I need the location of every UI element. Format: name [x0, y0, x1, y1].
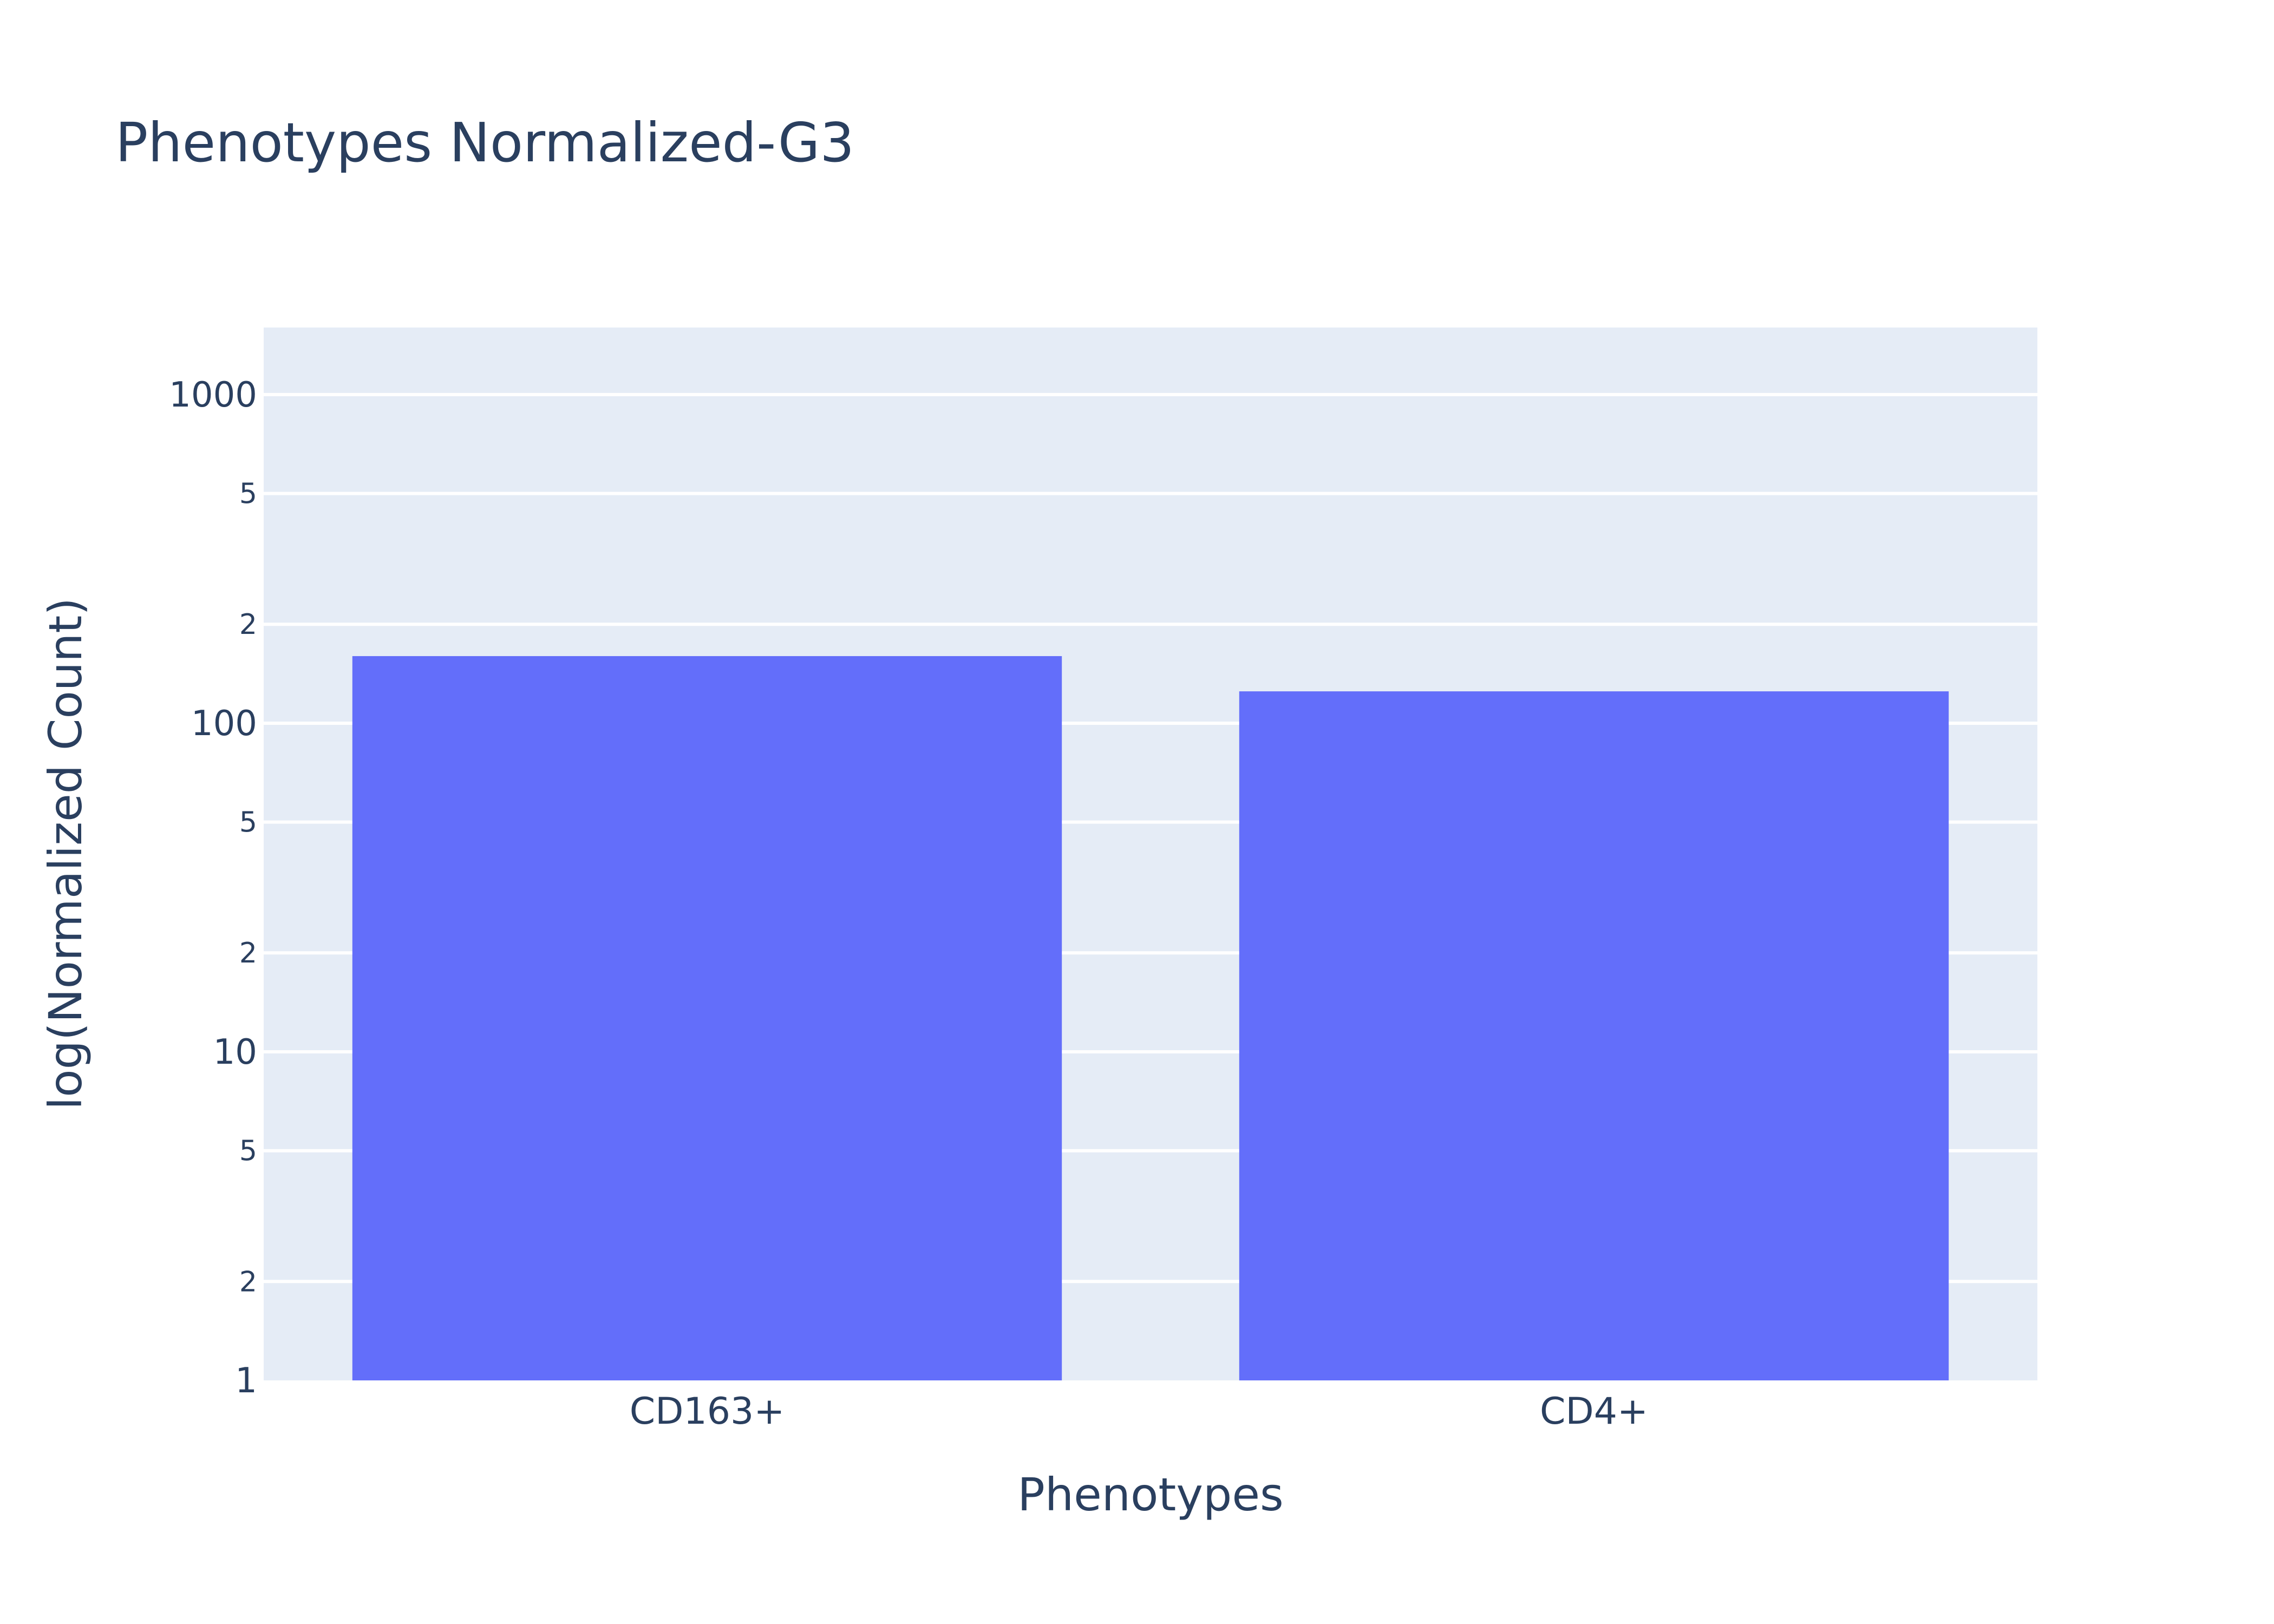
y-tick-label: 100 [191, 704, 257, 744]
y-axis-title: log(Normalized Count) [39, 598, 92, 1110]
chart-title: Phenotypes Normalized-G3 [115, 111, 854, 174]
y-minor-tick-label: 2 [239, 608, 257, 641]
y-axis-ticks: 1 10 100 1000 2 5 2 5 2 5 [169, 375, 257, 1401]
x-axis-title: Phenotypes [1017, 1468, 1284, 1521]
bar [352, 656, 1062, 1380]
y-minor-tick-label: 5 [239, 807, 257, 839]
x-tick-label: CD163+ [630, 1390, 785, 1433]
y-tick-label: 1 [235, 1361, 257, 1401]
x-axis-ticks: CD163+ CD4+ [630, 1390, 1648, 1433]
y-minor-tick-label: 2 [239, 937, 257, 970]
y-minor-tick-label: 5 [239, 478, 257, 510]
bar [1239, 691, 1949, 1380]
y-minor-tick-label: 5 [239, 1135, 257, 1168]
y-minor-tick-label: 2 [239, 1266, 257, 1298]
y-tick-label: 10 [213, 1032, 257, 1072]
y-tick-label: 1000 [169, 375, 257, 415]
bars [352, 656, 1949, 1380]
x-tick-label: CD4+ [1540, 1390, 1648, 1433]
